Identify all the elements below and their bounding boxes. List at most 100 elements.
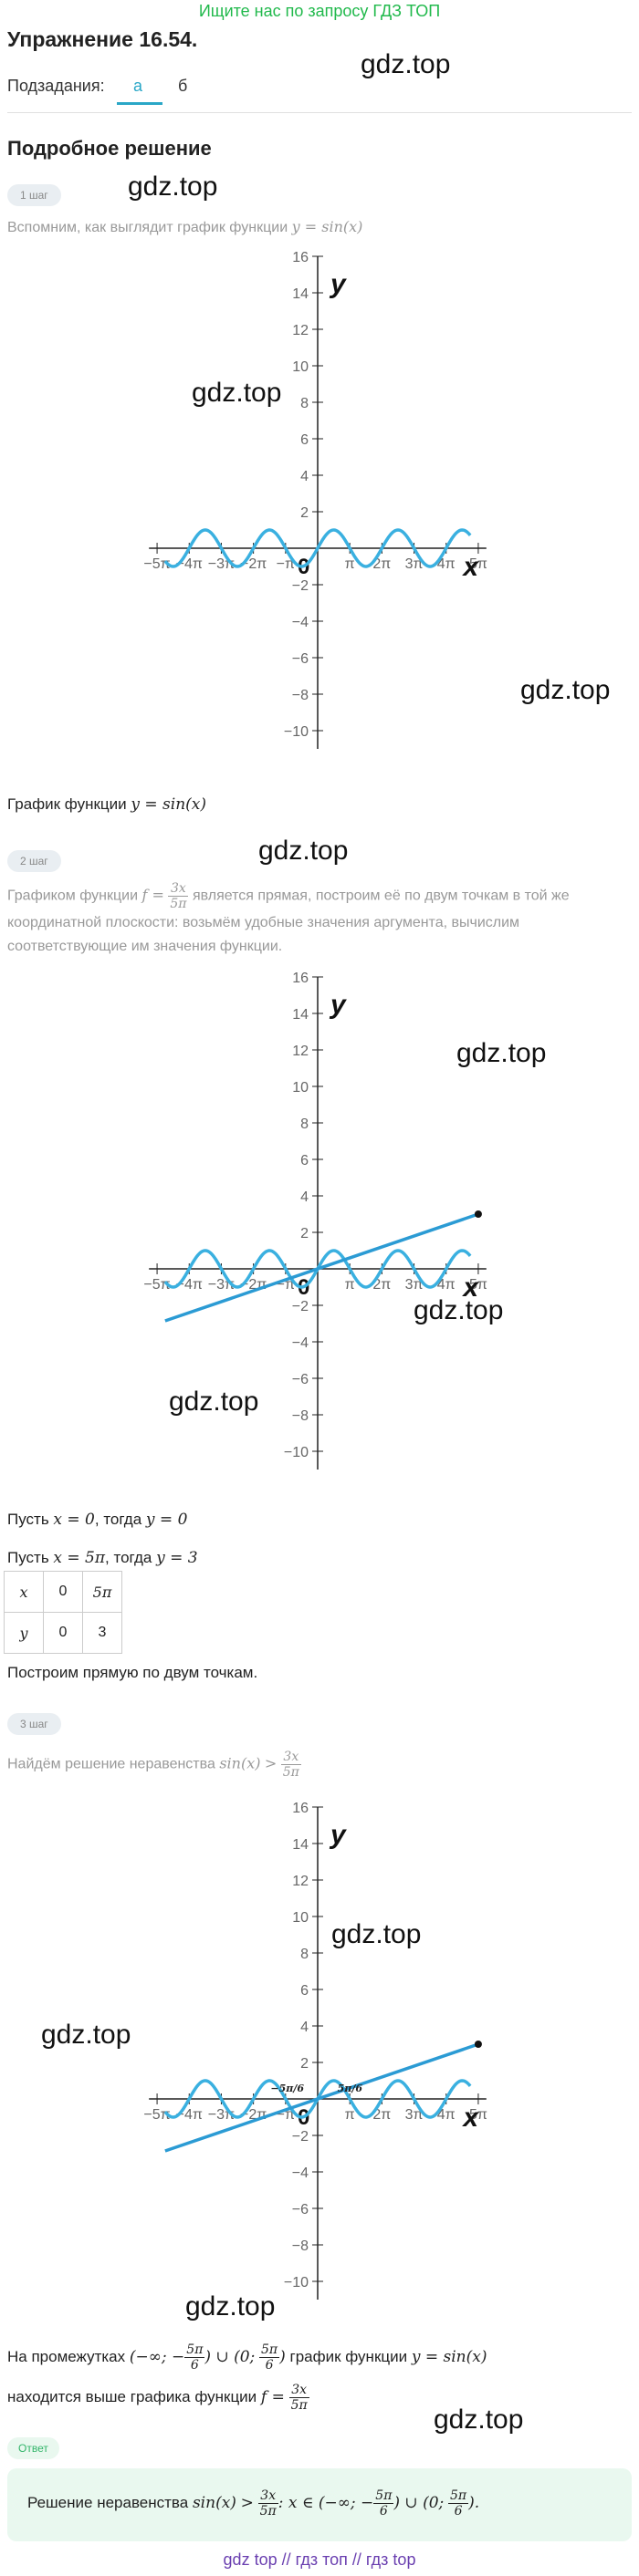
y-tick-label: 6 (300, 1983, 309, 1999)
watermark: gdz.top (192, 378, 282, 408)
y-tick-label: 16 (292, 1801, 309, 1816)
watermark: gdz.top (258, 836, 349, 866)
x-tick-label: 3π (405, 1277, 424, 1293)
y-tick-label: 10 (292, 359, 309, 375)
chart: −5π −4π −3π −2π −π π 2π 3π 4π 5π161412108642−2−4−… (143, 250, 487, 749)
watermark: gdz.top (456, 1038, 547, 1068)
chart: −5π −4π −3π −2π −π π 2π 3π 4π 5π161412108642−2−4−… (143, 1801, 487, 2300)
values-table: x 0 5π y 0 3 (4, 1571, 122, 1654)
y-tick-label: 8 (300, 396, 309, 411)
table-cell: 5π (82, 1571, 122, 1613)
intersection-label-text: −5π/6 (270, 2083, 304, 2094)
exercise-title: Упражнение 16.54. (7, 27, 198, 51)
y-tick-label: 2 (300, 505, 309, 521)
x-tick-label: 5π (469, 1277, 487, 1293)
y-tick-label: −2 (292, 578, 309, 594)
y-axis-label: y (329, 990, 347, 1020)
x-tick-label: 5π (469, 2107, 487, 2123)
intersection-label-text: 5π/6 (338, 2083, 363, 2094)
answer-box: Решение неравенства sin(x) > 3x 5π: x ∈ (… (7, 2468, 632, 2541)
line-series (164, 1212, 479, 1323)
watermark: gdz.top (331, 1919, 422, 1949)
build-line-text: Построим прямую по двум точкам. (7, 1664, 258, 1681)
watermark: gdz.top (361, 49, 451, 79)
x-tick-label: π (345, 1277, 355, 1293)
tab-subtask-b[interactable]: б (178, 77, 188, 95)
x-tick-label: −π (277, 556, 295, 572)
y-axis-label: y (329, 1820, 347, 1850)
x-axis-label: x (461, 1272, 479, 1303)
active-tab-indicator (117, 102, 162, 105)
subtasks-label: Подзадания: (7, 77, 105, 95)
data-point (474, 1210, 482, 1218)
y-tick-label: −6 (292, 651, 309, 667)
x-tick-label: 2π (372, 2107, 391, 2123)
table-cell: y (4, 1612, 44, 1654)
y-tick-label: −4 (292, 1335, 309, 1351)
data-point (474, 2041, 482, 2048)
x-tick-label: 5π (469, 556, 487, 572)
y-axis-label: y (329, 269, 347, 299)
y-tick-label: 2 (300, 1226, 309, 1241)
sine-curve (163, 528, 472, 568)
y-tick-label: −10 (284, 724, 309, 740)
x-tick-label: 4π (437, 1277, 456, 1293)
table-cell: x (4, 1571, 44, 1613)
step-text: Найдём решение неравенства sin(x) > 3x 5π (7, 1750, 301, 1780)
y-tick-label: 16 (292, 971, 309, 986)
y-tick-label: −4 (292, 615, 309, 630)
y-tick-label: 2 (300, 2056, 309, 2072)
step-badge: 2 шаг (7, 850, 61, 872)
x-tick-label: 2π (372, 1277, 391, 1293)
y-tick-label: 12 (292, 1874, 309, 1889)
y-tick-label: 14 (292, 286, 309, 302)
answer-text: Решение неравенства sin(x) > 3x 5π: x ∈ (… (27, 2488, 480, 2519)
y-tick-label: 4 (300, 469, 309, 484)
point-text: Пусть x = 5π, тогда y = 3 (7, 1549, 198, 1567)
y-tick-label: −8 (292, 688, 309, 703)
watermark: gdz.top (520, 675, 611, 705)
watermark: gdz.top (41, 2020, 131, 2050)
fraction: 3x 5π (168, 881, 189, 911)
step-text: Вспомним, как выглядит график функции y … (7, 218, 363, 235)
section-heading: Подробное решение (7, 137, 212, 160)
fraction: 3x 5π (257, 2488, 278, 2519)
x-tick-label: −5π (143, 2107, 170, 2123)
x-tick-label: π (345, 556, 355, 572)
table-cell: 0 (43, 1612, 83, 1654)
x-tick-label: 3π (405, 2107, 424, 2123)
step-text: Графиком функции f = 3x 5π является пряма… (7, 881, 570, 954)
watermark: gdz.top (185, 2291, 276, 2322)
y-tick-label: −8 (292, 2238, 309, 2254)
watermark: gdz.top (169, 1387, 259, 1417)
top-banner-link[interactable]: Ищите нас по запросу ГДЗ ТОП (198, 2, 441, 20)
y-tick-label: 4 (300, 1189, 309, 1205)
x-axis-label: x (461, 2103, 479, 2133)
fraction: 3x 5π (280, 1750, 301, 1780)
table-cell: 3 (82, 1612, 122, 1654)
x-tick-label: 4π (437, 2107, 456, 2123)
y-tick-label: 10 (292, 1910, 309, 1926)
y-tick-label: −2 (292, 1299, 309, 1314)
y-tick-label: −6 (292, 1372, 309, 1387)
divider (7, 112, 632, 113)
table-cell: 0 (43, 1571, 83, 1613)
chart: −5π −4π −3π −2π −π π 2π 3π 4π 5π161412108642−2−4−… (143, 971, 487, 1470)
y-tick-label: −4 (292, 2166, 309, 2181)
x-tick-label: 4π (437, 556, 456, 572)
fraction: 3x 5π (288, 2383, 309, 2414)
intersection-label: 5π/6 (338, 2083, 363, 2094)
tab-subtask-a[interactable]: а (133, 77, 143, 95)
x-tick-label: 2π (372, 556, 391, 572)
footer-links[interactable]: gdz top // гдз топ // гдз top (223, 2550, 416, 2569)
point-text: Пусть x = 0, тогда y = 0 (7, 1511, 188, 1529)
y-tick-label: −2 (292, 2129, 309, 2145)
fraction: 5π 6 (373, 2488, 394, 2519)
x-tick-label: π (345, 2107, 355, 2123)
y-tick-label: 12 (292, 323, 309, 338)
fraction: 5π 6 (184, 2342, 205, 2373)
graph-caption: График функции y = sin(x) (7, 795, 207, 814)
y-tick-label: 14 (292, 1007, 309, 1023)
y-tick-label: −10 (284, 2275, 309, 2290)
y-tick-label: 14 (292, 1837, 309, 1853)
